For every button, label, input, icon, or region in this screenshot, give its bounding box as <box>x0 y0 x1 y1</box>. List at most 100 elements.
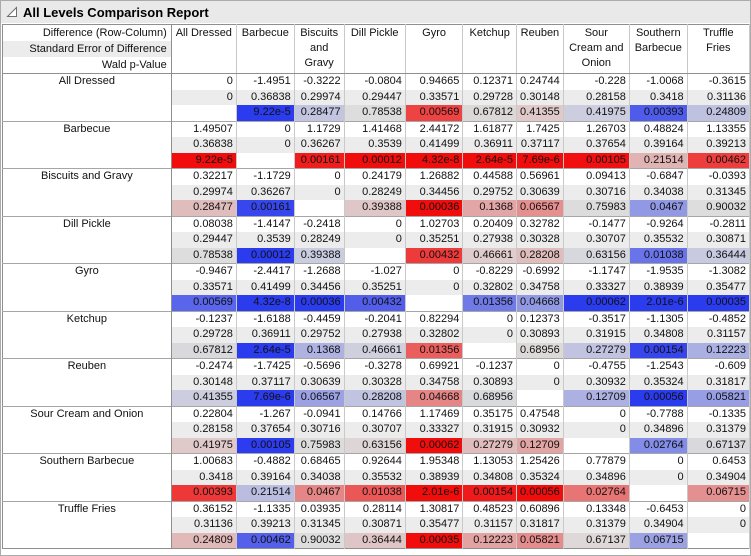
cell-diff: -0.2811 <box>687 215 750 232</box>
cell-p: 2.01e-6 <box>629 295 688 311</box>
cell-se: 0.30932 <box>563 374 630 390</box>
cell-p: 0.28477 <box>171 200 237 216</box>
cell-p: 0.75983 <box>294 437 345 454</box>
cell-diff: 0 <box>236 120 295 137</box>
table-row-se: 0.36838 0 0.36267 0.3539 0.41499 0.36911 0.371… <box>3 137 750 153</box>
cell-se: 0.35477 <box>405 517 464 533</box>
cell-se: 0.33571 <box>171 279 237 295</box>
column-header: All Dressed <box>171 24 237 74</box>
cell-p: 0.12223 <box>462 532 518 549</box>
table-row-p: 0.00393 0.21514 0.0467 0.01038 2.01e-6 0.0015… <box>3 485 750 501</box>
cell-diff: -1.9535 <box>629 263 688 280</box>
cell-diff: 0.03935 <box>294 500 345 517</box>
cell-p: 0.41355 <box>516 105 564 121</box>
cell-diff: 0.20409 <box>462 215 518 232</box>
cell-diff: -0.8229 <box>462 263 518 280</box>
cell-p <box>405 295 464 311</box>
cell-p: 0.00432 <box>344 295 406 311</box>
cell-p: 9.22e-5 <box>236 105 295 121</box>
table-row-p: 0.00569 4.32e-8 0.00036 0.00432 0.01356 0.046… <box>3 295 750 311</box>
cell-se: 0.30328 <box>344 374 406 390</box>
report-title: All Levels Comparison Report <box>23 4 209 20</box>
cell-p: 0.00036 <box>294 295 345 311</box>
cell-p: 0.00154 <box>629 342 688 359</box>
cell-p <box>516 390 564 406</box>
cell-p: 0.00062 <box>563 295 630 311</box>
cell-diff: 0 <box>687 500 750 517</box>
table-row-diff: Gyro -0.9467 -2.4417 -1.2688 -1.027 0 -0.8229-… <box>2 263 750 311</box>
cell-p: 0.01038 <box>344 485 406 501</box>
cell-p: 0.63156 <box>563 247 630 264</box>
cell-diff: 0.56961 <box>516 168 564 185</box>
cell-se: 0.29752 <box>462 184 518 200</box>
table-row-p: 0.28477 0.00161 0.39388 0.00036 0.1368 0.0656… <box>3 200 750 216</box>
table-row-p: 0.24809 0.00462 0.90032 0.36444 0.00035 0.122… <box>3 532 750 549</box>
cell-diff: 1.95348 <box>405 453 464 470</box>
cell-se: 0 <box>563 422 630 438</box>
cell-se: 0.36267 <box>294 137 345 153</box>
cell-se: 0.39213 <box>687 137 750 153</box>
cell-p: 7.69e-6 <box>236 390 295 406</box>
table-row-se: 0.30148 0.37117 0.30639 0.30328 0.34758 0.308… <box>3 374 750 390</box>
cell-diff: 1.41468 <box>344 120 406 137</box>
cell-p: 2.01e-6 <box>405 485 464 501</box>
cell-diff: -0.6847 <box>629 168 688 185</box>
corner-header: Difference (Row-Column) Standard Error o… <box>2 24 172 74</box>
cell-p: 0.21514 <box>629 152 688 169</box>
cell-p <box>171 105 237 121</box>
cell-p <box>629 485 688 501</box>
cell-p: 0.21514 <box>236 485 295 501</box>
cell-se: 0.28249 <box>294 232 345 248</box>
cell-se: 0.34904 <box>687 469 750 485</box>
table-row-diff: All Dressed 0 -1.4951 -0.3222 -0.0804 0.94665… <box>2 73 750 121</box>
column-header: Biscuits and Gravy <box>294 24 345 74</box>
cell-diff: 1.1729 <box>294 120 345 137</box>
cell-p: 0.36444 <box>344 532 406 549</box>
cell-diff: -1.4147 <box>236 215 295 232</box>
cell-diff: 0.22804 <box>171 405 237 422</box>
disclosure-triangle-icon[interactable] <box>6 6 18 18</box>
cell-p: 0.00569 <box>405 105 464 121</box>
cell-diff: 1.26703 <box>563 120 630 137</box>
cell-diff: 0.24179 <box>344 168 406 185</box>
cell-se: 0.30148 <box>516 89 564 105</box>
cell-diff: -0.4882 <box>236 453 295 470</box>
cell-diff: -0.7788 <box>629 405 688 422</box>
cell-p: 2.64e-5 <box>236 342 295 359</box>
table-row-diff: Truffle Fries 0.36152 -1.1335 0.03935 0.2811… <box>2 500 750 549</box>
table-row-diff: Reuben -0.2474 -1.7425 -0.5696 -0.3278 0.6992… <box>2 358 750 406</box>
cell-diff: -0.3222 <box>294 73 345 90</box>
column-header: Reuben <box>516 24 564 74</box>
cell-se: 0.38939 <box>405 469 464 485</box>
cell-p: 0.06567 <box>294 390 345 406</box>
cell-diff: -0.1335 <box>687 405 750 422</box>
table-row-diff: Biscuits and Gravy 0.32217 -1.1729 0 0.24179… <box>2 168 750 216</box>
cell-diff: -1.2543 <box>629 358 688 375</box>
cell-diff: 0 <box>516 358 564 375</box>
cell-p: 0.12709 <box>516 437 564 454</box>
cell-p: 0.00393 <box>171 485 237 501</box>
cell-p: 0.28477 <box>294 105 345 121</box>
cell-se: 0.36838 <box>171 137 237 153</box>
cell-se: 0.39213 <box>236 517 295 533</box>
cell-diff: 0.08038 <box>171 215 237 232</box>
cell-p: 0.68956 <box>516 342 564 359</box>
cell-diff: -0.609 <box>687 358 750 375</box>
column-header: Barbecue <box>236 24 295 74</box>
cell-diff: 1.7425 <box>516 120 564 137</box>
cell-se: 0.35324 <box>629 374 688 390</box>
row-label: Truffle Fries <box>2 500 172 549</box>
cell-se: 0.29728 <box>462 89 518 105</box>
cell-se: 0.30328 <box>516 232 564 248</box>
header-row: Difference (Row-Column) Standard Error o… <box>2 24 750 74</box>
cell-diff: 0.60896 <box>516 500 564 517</box>
cell-p: 0.02764 <box>563 485 630 501</box>
cell-p: 0.27279 <box>462 437 518 454</box>
cell-se: 0.33571 <box>405 89 464 105</box>
cell-p: 0.0467 <box>294 485 345 501</box>
cell-diff: 0.6453 <box>687 453 750 470</box>
cell-se: 0.30871 <box>344 517 406 533</box>
cell-diff: -0.6992 <box>516 263 564 280</box>
cell-diff: 0.12371 <box>462 73 518 90</box>
cell-se: 0 <box>629 469 688 485</box>
